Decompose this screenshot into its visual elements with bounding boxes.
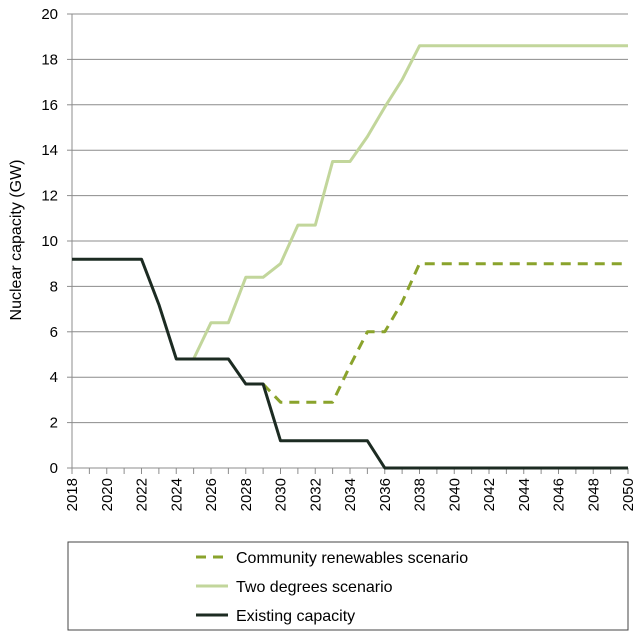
y-tick-label: 2 (50, 415, 58, 432)
legend-label: Existing capacity (236, 608, 355, 625)
y-tick-label: 4 (50, 369, 58, 386)
y-tick-label: 12 (41, 188, 58, 205)
x-tick-label: 2038 (412, 478, 429, 511)
x-tick-label: 2040 (446, 478, 463, 511)
legend-box (67, 541, 629, 631)
series-lines (72, 44, 628, 470)
x-tick-label: 2036 (377, 478, 394, 511)
y-tick-label: 18 (41, 51, 58, 68)
y-axis-tick-labels: 0 2 4 6 8 10 12 14 16 18 20 (41, 6, 58, 477)
x-tick-label: 2024 (168, 478, 185, 511)
x-tick-label: 2044 (516, 478, 533, 511)
x-tick-label: 2046 (551, 478, 568, 511)
y-tick-label: 14 (41, 142, 58, 159)
x-tick-label: 2030 (273, 478, 290, 511)
x-tick-label: 2034 (342, 478, 359, 511)
y-axis-label: Nuclear capacity (GW) (8, 160, 25, 321)
x-tick-label: 2050 (620, 478, 637, 511)
x-tick-label: 2026 (203, 478, 220, 511)
legend-label: Two degrees scenario (236, 579, 393, 596)
x-tick-label: 2028 (238, 478, 255, 511)
series-line-0 (262, 262, 628, 404)
x-tick-label: 2018 (64, 478, 81, 511)
gridlines (72, 13, 628, 424)
y-tick-label: 10 (41, 233, 58, 250)
x-axis-tick-labels: 2018 2020 2022 2024 2026 2028 2030 2032 2034 2036… (64, 478, 637, 511)
x-tick-label: 2022 (134, 478, 151, 511)
legend-label: Community renewables scenario (236, 550, 468, 567)
y-tick-label: 6 (50, 324, 58, 341)
x-tick-label: 2020 (99, 478, 116, 511)
axes (67, 13, 629, 474)
y-tick-label: 20 (41, 6, 58, 23)
y-tick-label: 8 (50, 278, 58, 295)
series-line-2 (72, 257, 628, 470)
y-tick-label: 0 (50, 460, 58, 477)
series-line-1 (192, 44, 628, 360)
legend: Community renewables scenario Two degrees… (67, 541, 629, 631)
x-tick-label: 2048 (585, 478, 602, 511)
x-tick-label: 2042 (481, 478, 498, 511)
y-tick-label: 16 (41, 97, 58, 114)
x-tick-label: 2032 (307, 478, 324, 511)
